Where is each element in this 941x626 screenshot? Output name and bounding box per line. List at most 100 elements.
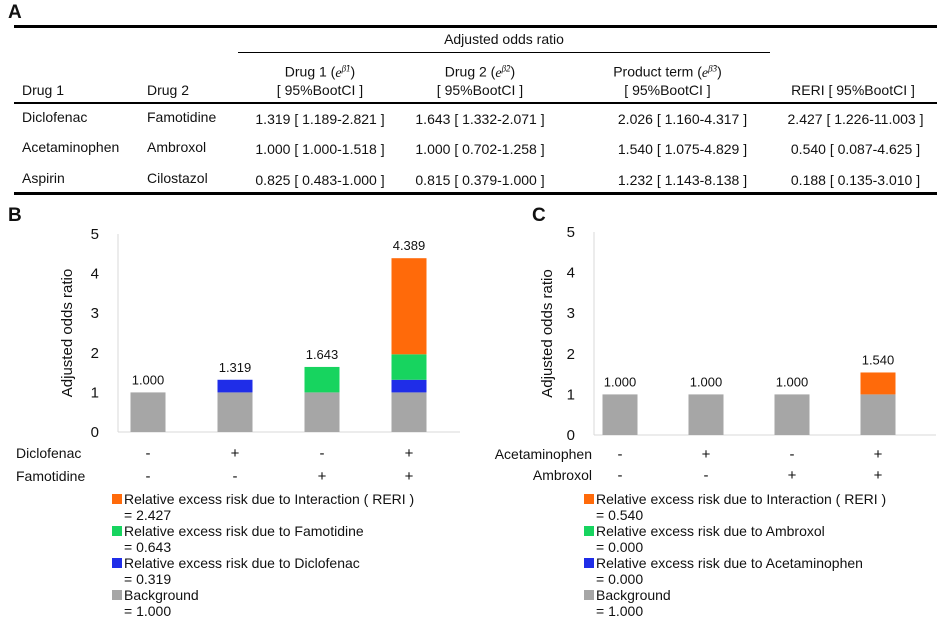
y-tick-label: 4 <box>567 265 575 282</box>
legend-item: Relative excess risk due to Interaction … <box>584 491 886 523</box>
col-beta1-close: ) <box>350 63 356 80</box>
bar-segment-background <box>391 392 427 432</box>
factor-sign: + <box>231 445 240 462</box>
factor-sign: + <box>405 468 414 485</box>
group-header: Adjusted odds ratio <box>444 31 564 47</box>
legend-item: Background = 1.000 <box>584 587 886 619</box>
col-beta3-header: Product term (eβ̂3) [ 95%BootCI ] <box>570 60 765 99</box>
legend-label: Relative excess risk due to Ambroxol <box>596 523 825 539</box>
y-axis-label: Adjusted odds ratio <box>59 269 76 397</box>
factor-sign: - <box>790 446 795 463</box>
col-beta2-ci: [ 95%BootCI ] <box>436 81 524 98</box>
bar-segment-drug1 <box>217 379 253 393</box>
cell-beta1: 1.000 [ 1.000-1.518 ] <box>255 141 385 157</box>
legend-row: Background <box>112 587 414 603</box>
factor-sign: - <box>704 467 709 484</box>
factor-sign: + <box>405 445 414 462</box>
col-reri-header: RERI [ 95%BootCI ] <box>791 82 915 98</box>
legend-label: Relative excess risk due to Interaction … <box>124 491 415 507</box>
legend-swatch <box>584 558 594 568</box>
factor-label: Acetaminophen <box>495 446 592 462</box>
cell-drug1: Aspirin <box>22 170 65 186</box>
bar-segment-background <box>130 392 166 432</box>
factor-sign: - <box>618 446 623 463</box>
factor-label: Famotidine <box>16 468 85 484</box>
col-beta2-close: ) <box>510 63 516 80</box>
cell-reri: 2.427 [ 1.226-11.003 ] <box>787 111 924 127</box>
factor-sign: + <box>318 468 327 485</box>
legend-item: Relative excess risk due to Ambroxol = 0.… <box>584 523 886 555</box>
legend-item: Relative excess risk due to Diclofenac = … <box>112 555 414 587</box>
factor-sign: - <box>146 445 151 462</box>
bar-segment-background <box>304 392 340 432</box>
panel-a-label: A <box>8 2 22 23</box>
col-beta2-exponent: eβ̂2 <box>495 63 511 81</box>
legend-item: Relative excess risk due to Famotidine = … <box>112 523 414 555</box>
factor-sign: - <box>320 445 325 462</box>
cell-beta2: 1.000 [ 0.702-1.258 ] <box>415 141 545 157</box>
cell-drug1: Diclofenac <box>22 109 88 125</box>
bar-total-label: 1.000 <box>690 374 723 389</box>
bar-total-label: 1.000 <box>604 374 637 389</box>
bar-segment-background <box>602 394 638 435</box>
cell-beta3: 2.026 [ 1.160-4.317 ] <box>617 111 748 127</box>
legend-row: Relative excess risk due to Interaction … <box>112 491 414 507</box>
col-beta1-ci: [ 95%BootCI ] <box>276 81 364 98</box>
bar-total-label: 1.000 <box>776 374 809 389</box>
legend-label: Relative excess risk due to Famotidine <box>124 523 364 539</box>
legend-swatch <box>112 590 122 600</box>
legend-value: = 0.319 <box>124 571 172 587</box>
bar-segment-drug2 <box>391 354 427 380</box>
legend-row: Relative excess risk due to Diclofenac <box>112 555 414 571</box>
legend-label: Relative excess risk due to Diclofenac <box>124 555 360 571</box>
group-header-rule <box>238 52 770 53</box>
legend-swatch <box>584 590 594 600</box>
y-tick-label: 2 <box>91 345 99 362</box>
legend-value: = 0.540 <box>596 507 644 523</box>
chart-b: Adjusted odds ratio 0 1 2 3 4 5 1.000 - - 1.319 + - 1… <box>16 226 460 485</box>
col-drug2-header: Drug 2 <box>147 82 190 98</box>
legend-swatch <box>584 494 594 504</box>
factor-sign: - <box>146 468 151 485</box>
factor-sign: + <box>874 446 883 463</box>
cell-drug2: Cilostazol <box>147 170 208 186</box>
factor-sign: - <box>618 467 623 484</box>
cell-beta2: 1.643 [ 1.332-2.071 ] <box>415 111 545 127</box>
cell-beta3: 1.232 [ 1.143-8.138 ] <box>617 172 748 188</box>
y-tick-label: 3 <box>567 305 575 322</box>
table-top-rule <box>14 25 937 28</box>
factor-sign: - <box>233 468 238 485</box>
legend-label: Relative excess risk due to Acetaminophe… <box>596 555 863 571</box>
bar-segment-drug1 <box>391 379 427 393</box>
panel-c-label: C <box>532 205 546 226</box>
legend-value: = 0.000 <box>596 539 644 555</box>
legend-row: Relative excess risk due to Famotidine <box>112 523 414 539</box>
legend-row: Relative excess risk due to Interaction … <box>584 491 886 507</box>
legend-item: Background = 1.000 <box>112 587 414 619</box>
bar-segment-background <box>688 394 724 435</box>
chart-c: Adjusted odds ratio 0 1 2 3 4 5 1.000 - - 1.000 + - 1… <box>495 224 936 484</box>
legend-value: = 1.000 <box>596 603 644 619</box>
bar-total-label: 1.319 <box>219 360 252 375</box>
bar-total-label: 4.389 <box>393 238 426 253</box>
y-tick-label: 3 <box>91 305 99 322</box>
bar-segment-interaction <box>391 258 427 355</box>
bar-segment-background <box>774 394 810 435</box>
panel-b-label: B <box>8 205 22 226</box>
cell-beta3: 1.540 [ 1.075-4.829 ] <box>617 141 748 157</box>
col-beta1-label: Drug 1 ( <box>284 63 336 80</box>
legend-swatch <box>112 526 122 536</box>
col-beta2-label: Drug 2 ( <box>444 63 496 80</box>
col-beta3-exponent: eβ̂3 <box>701 63 718 81</box>
cell-reri: 0.540 [ 0.087-4.625 ] <box>790 141 921 157</box>
legend-item: Relative excess risk due to Acetaminophe… <box>584 555 886 587</box>
legend-c: Relative excess risk due to Interaction … <box>584 491 886 619</box>
factor-label: Ambroxol <box>533 467 592 483</box>
cell-beta2: 0.815 [ 0.379-1.000 ] <box>415 172 545 188</box>
y-tick-label: 5 <box>91 226 99 243</box>
col-beta2-header: Drug 2 (eβ̂2) [ 95%BootCI ] <box>400 60 560 99</box>
y-tick-label: 2 <box>567 346 575 363</box>
factor-sign: + <box>788 467 797 484</box>
legend-row: Background <box>584 587 886 603</box>
table-bottom-rule <box>14 192 937 195</box>
